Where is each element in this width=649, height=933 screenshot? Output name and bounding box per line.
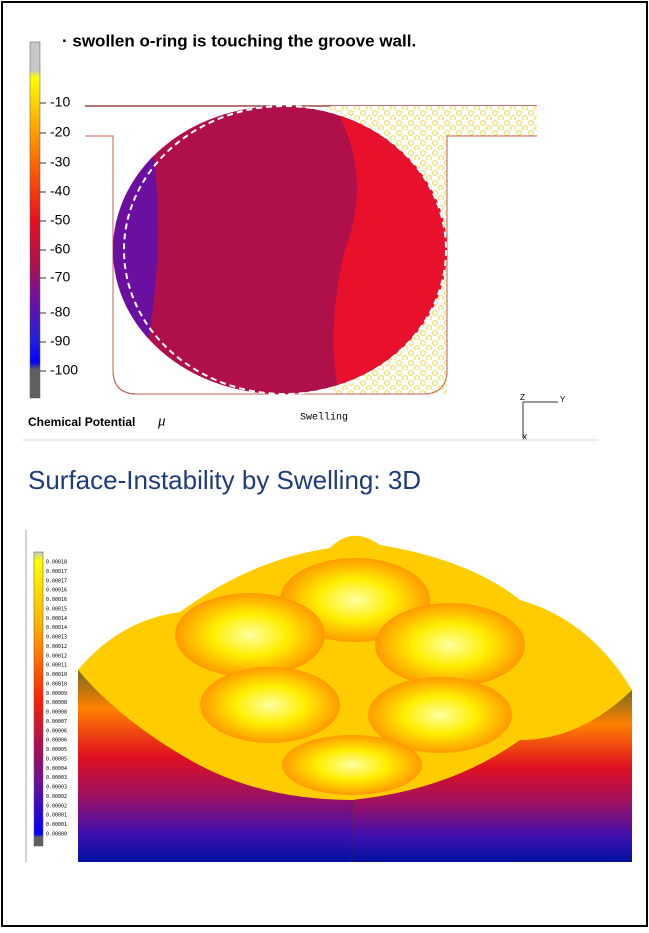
color-bar: [34, 552, 43, 846]
legend-label: 0.00002: [46, 803, 67, 809]
axis-label: Y: [560, 395, 566, 404]
legend-label: 0.00005: [46, 747, 67, 753]
dome: [175, 593, 325, 677]
legend-label: 0.00017: [46, 578, 67, 584]
legend-title: Chemical Potential: [28, 415, 135, 429]
legend-label: 0.00000: [46, 832, 67, 838]
legend-label: 0.00006: [46, 738, 67, 744]
dome: [282, 735, 422, 795]
legend-label: -60: [50, 241, 70, 257]
dome: [200, 667, 340, 743]
legend-label: 0.00006: [46, 728, 67, 734]
bullet: · swollen o-ring is touching the groove …: [62, 31, 416, 50]
legend-label: 0.00011: [46, 663, 67, 669]
legend-label: 0.00014: [46, 616, 67, 622]
legend-label: -10: [50, 94, 70, 110]
legend-label: -70: [50, 269, 70, 285]
legend-label: 0.00003: [46, 775, 67, 781]
legend-label: 0.00003: [46, 785, 67, 791]
legend-label: 0.00016: [46, 597, 67, 603]
legend-label: 0.00008: [46, 710, 67, 716]
legend-label: 0.00002: [46, 794, 67, 800]
figure-2: 0.00018 0.00017 0.00017 0.00016 0.00016 0.000…: [26, 530, 632, 862]
legend-label: -30: [50, 154, 70, 170]
legend-label: -100: [50, 362, 78, 378]
legend-label: 0.00013: [46, 635, 67, 641]
legend-label: 0.00012: [46, 644, 67, 650]
legend-symbol: μ: [157, 413, 166, 429]
legend-label: 0.00012: [46, 653, 67, 659]
legend-label: 0.00008: [46, 700, 67, 706]
legend-label: 0.00010: [46, 681, 67, 687]
legend-label: 0.00015: [46, 606, 67, 612]
axis-label: Z: [520, 393, 525, 402]
legend-label: -80: [50, 304, 70, 320]
figure-1: -10 -20 -30 -40 -50 -60 -70 -80 -90 -100 Chemical…: [22, 42, 598, 442]
legend-label: 0.00005: [46, 756, 67, 762]
legend-label: 0.00009: [46, 691, 67, 697]
legend-label: -50: [50, 212, 70, 228]
page: · swollen o-ring is touching the groove …: [0, 0, 649, 928]
legend-label: -20: [50, 124, 70, 140]
legend-label: 0.00016: [46, 588, 67, 594]
legend-label: 0.00014: [46, 625, 67, 631]
axis-label: X: [522, 433, 528, 442]
legend-label: -40: [50, 183, 70, 199]
section-title: Surface-Instability by Swelling: 3D: [28, 465, 421, 495]
color-bar: [30, 42, 40, 398]
legend-label: 0.00017: [46, 569, 67, 575]
legend-label: 0.00007: [46, 719, 67, 725]
dome: [375, 603, 525, 687]
legend-label: 0.00001: [46, 813, 67, 819]
caption: Swelling: [300, 412, 348, 424]
legend-label: 0.00001: [46, 822, 67, 828]
legend-label: 0.00004: [46, 766, 67, 772]
legend-label: 0.00010: [46, 672, 67, 678]
legend-label: 0.00018: [46, 560, 67, 566]
legend-label: -90: [50, 333, 70, 349]
